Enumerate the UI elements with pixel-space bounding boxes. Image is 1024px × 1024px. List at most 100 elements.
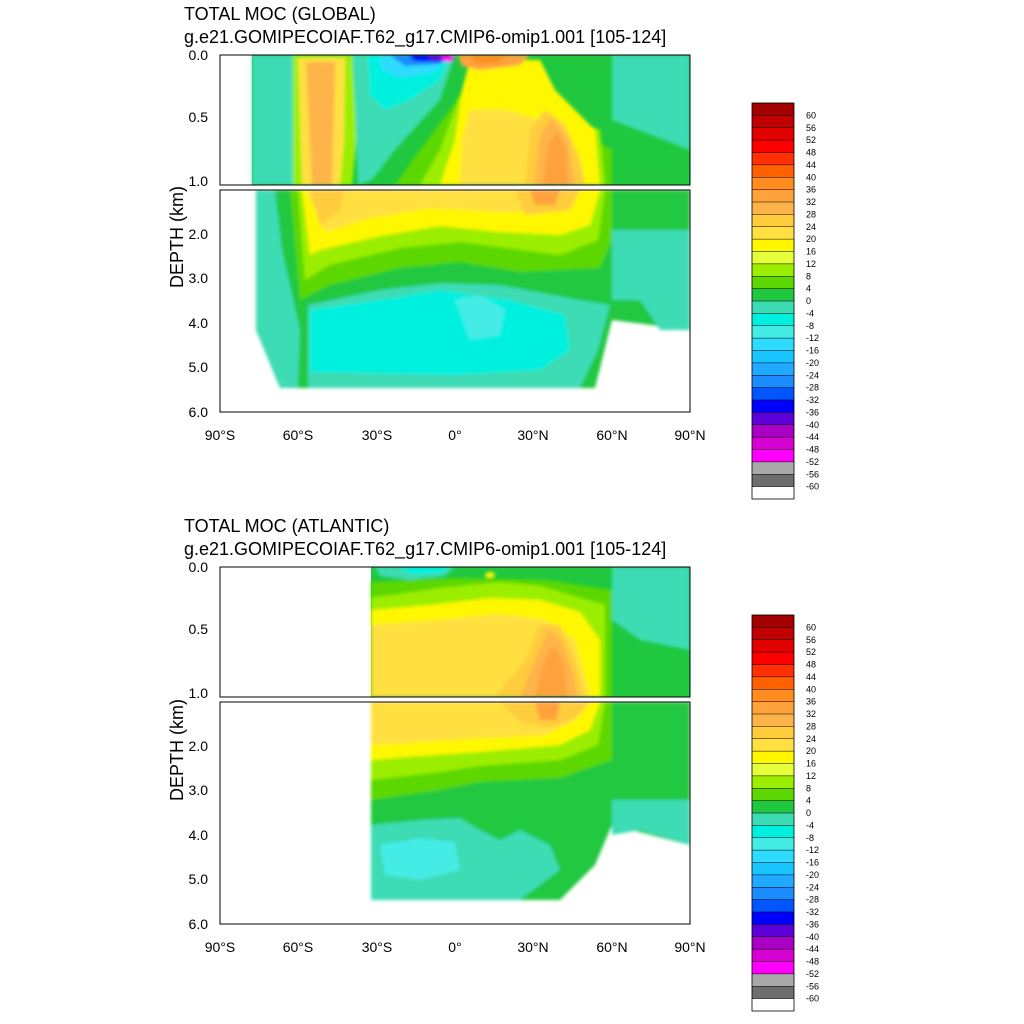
colorbar-swatch (752, 924, 794, 938)
colorbar-swatch (752, 751, 794, 764)
colorbar-label: -48 (806, 445, 819, 455)
contour-region (310, 290, 570, 375)
colorbar-swatch (752, 664, 794, 678)
colorbar-label: -4 (806, 308, 814, 318)
colorbar-label: -16 (806, 346, 819, 356)
colorbar-label: -36 (806, 407, 819, 417)
colorbar-label: -12 (806, 333, 819, 343)
colorbar-swatch (752, 627, 794, 641)
colorbar-swatch (752, 263, 794, 277)
x-tick-label: 60°N (596, 427, 627, 443)
colorbar-label: 8 (806, 783, 811, 793)
colorbar-label: -32 (806, 395, 819, 405)
colorbar-label: -56 (806, 981, 819, 991)
colorbar-swatch (752, 825, 794, 839)
atlantic-x-ticks: 90°S 60°S 30°S 0° 30°N 60°N 90°N (205, 939, 706, 955)
y-tick-label: 1.0 (189, 685, 209, 701)
colorbar-label: 24 (806, 734, 816, 744)
colorbar-swatch (752, 189, 794, 203)
contour-region (380, 838, 460, 880)
colorbar-swatch (752, 813, 794, 826)
colorbar-swatch (752, 449, 794, 463)
contour-region (612, 800, 690, 845)
colorbar-swatch (752, 775, 794, 789)
colorbar-swatch (752, 763, 794, 777)
contour-region (612, 55, 690, 150)
colorbar-label: 0 (806, 808, 811, 818)
colorbar-swatch (752, 936, 794, 950)
colorbar-swatch (752, 986, 794, 1000)
colorbar-label: -56 (806, 469, 819, 479)
atlantic-title: TOTAL MOC (ATLANTIC) (184, 516, 389, 536)
colorbar-swatch (752, 837, 794, 851)
x-tick-label: 60°S (283, 427, 314, 443)
atlantic-lower-field (371, 702, 690, 900)
colorbar-label: 44 (806, 672, 816, 682)
atlantic-subtitle: g.e21.GOMIPECOIAF.T62_g17.CMIP6-omip1.00… (184, 539, 666, 560)
colorbar-swatch (752, 387, 794, 401)
colorbar-label: 4 (806, 796, 811, 806)
y-tick-label: 4.0 (189, 315, 209, 331)
global-lower-frame (219, 189, 691, 413)
colorbar-swatch (752, 251, 794, 265)
x-tick-label: 90°S (205, 939, 236, 955)
colorbar-label: -48 (806, 957, 819, 967)
contour-region (612, 230, 690, 330)
y-tick-label: 0.0 (189, 559, 209, 575)
colorbar-swatch (752, 850, 794, 863)
colorbar-swatch (752, 375, 794, 389)
colorbar-label: -20 (806, 358, 819, 368)
colorbar-swatch (752, 362, 794, 376)
colorbar-label: 44 (806, 160, 816, 170)
contour-region (252, 55, 296, 185)
atlantic-y-axis-label: DEPTH (km) (167, 699, 187, 801)
colorbar-swatch (752, 325, 794, 339)
colorbar-label: 52 (806, 647, 816, 657)
colorbar-label: -8 (806, 321, 814, 331)
colorbar-swatch (752, 639, 794, 653)
colorbar-swatch (752, 676, 794, 690)
y-tick-label: 5.0 (189, 871, 209, 887)
x-tick-label: 90°N (674, 427, 705, 443)
colorbar-label: -52 (806, 969, 819, 979)
colorbar-label: -60 (806, 482, 819, 492)
colorbar-label: -36 (806, 919, 819, 929)
colorbar-swatch (752, 226, 794, 240)
colorbar-swatch (752, 202, 794, 215)
colorbar-label: 8 (806, 271, 811, 281)
colorbar-swatch (752, 140, 794, 153)
colorbar-swatch (752, 313, 794, 327)
colorbar-label: -60 (806, 994, 819, 1004)
colorbar-swatch (752, 276, 794, 290)
colorbar-label: -24 (806, 882, 819, 892)
colorbar-label: -12 (806, 845, 819, 855)
atlantic-y-ticks: 0.0 0.5 1.0 2.0 3.0 4.0 5.0 6.0 (189, 559, 209, 932)
colorbar-label: 32 (806, 197, 816, 207)
contour-region (306, 62, 335, 185)
atlantic-upper-frame (219, 566, 691, 698)
colorbar-label: 60 (806, 110, 816, 120)
colorbar-swatch (752, 239, 794, 252)
colorbar-swatch (752, 164, 794, 178)
x-tick-label: 0° (448, 939, 461, 955)
colorbar-label: -44 (806, 432, 819, 442)
colorbar-swatch (752, 301, 794, 314)
colorbar-swatch (752, 350, 794, 364)
colorbar-label: 36 (806, 697, 816, 707)
global-colorbar: 60565248444036322824201612840-4-8-12-16-… (751, 102, 819, 500)
colorbar-label: -28 (806, 895, 819, 905)
y-tick-label: 2.0 (189, 226, 209, 242)
colorbar-swatch (752, 998, 794, 1012)
colorbar-label: 20 (806, 234, 816, 244)
colorbar-swatch (752, 961, 794, 975)
colorbar-swatch (752, 788, 794, 802)
colorbar-label: -20 (806, 870, 819, 880)
y-tick-label: 0.5 (189, 621, 209, 637)
colorbar-swatch (752, 474, 794, 488)
contour-region (535, 645, 568, 697)
colorbar-label: 16 (806, 247, 816, 257)
colorbar-swatch (752, 949, 794, 962)
colorbar-label: -28 (806, 383, 819, 393)
colorbar-swatch (752, 800, 794, 814)
